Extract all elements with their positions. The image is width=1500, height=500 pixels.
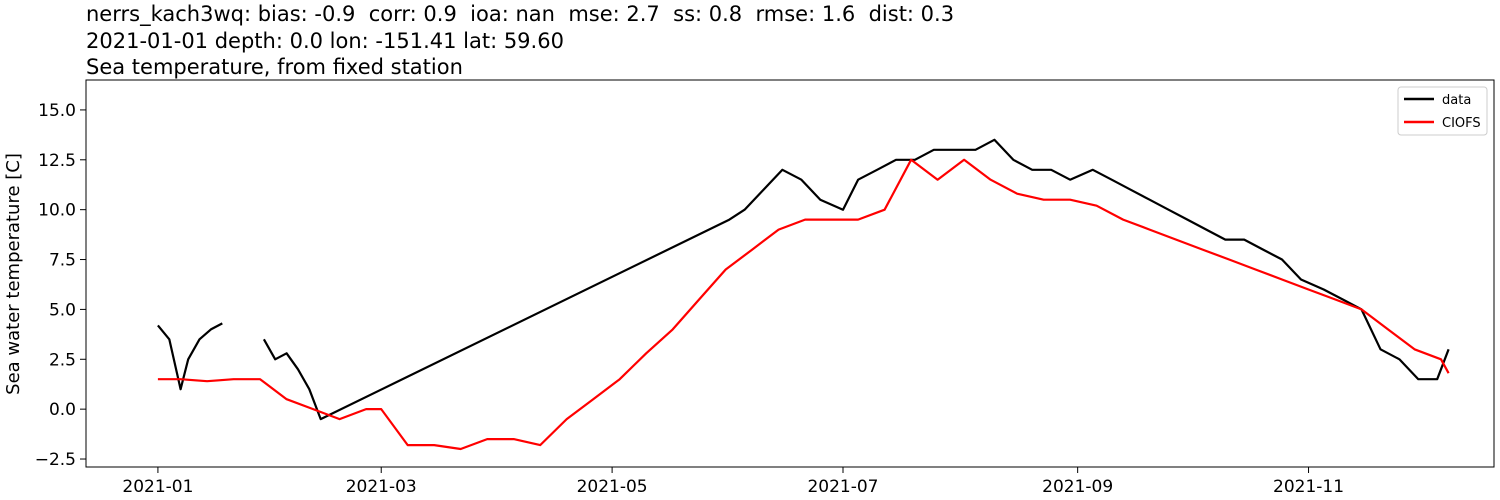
x-tick-label: 2021-01 bbox=[122, 477, 193, 497]
x-tick-label: 2021-07 bbox=[807, 477, 878, 497]
chart-title-line-2: 2021-01-01 depth: 0.0 lon: -151.41 lat: … bbox=[86, 29, 564, 53]
series-line-data bbox=[157, 322, 223, 391]
y-tick-label: 5.0 bbox=[49, 300, 76, 320]
x-tick-label: 2021-05 bbox=[577, 477, 648, 497]
chart-title-line-1: nerrs_kach3wq: bias: -0.9 corr: 0.9 ioa:… bbox=[86, 2, 955, 26]
y-tick-label: 2.5 bbox=[49, 350, 76, 370]
chart-title-line-3: Sea temperature, from fixed station bbox=[86, 55, 463, 79]
y-tick-label: 0.0 bbox=[49, 400, 76, 420]
x-tick-label: 2021-03 bbox=[346, 477, 417, 497]
legend: data CIOFS bbox=[1397, 86, 1488, 136]
series-line-ciofs bbox=[157, 158, 1450, 451]
x-axis: 2021-01 2021-03 2021-05 2021-07 2021-09 2021-… bbox=[122, 467, 1344, 497]
x-tick-label: 2021-11 bbox=[1273, 477, 1344, 497]
y-tick-label: 12.5 bbox=[38, 151, 76, 171]
x-tick-label: 2021-09 bbox=[1042, 477, 1113, 497]
y-tick-label: 10.0 bbox=[38, 201, 76, 221]
legend-label-ciofs: CIOFS bbox=[1442, 116, 1481, 131]
series-layer bbox=[157, 138, 1450, 451]
y-axis: −2.5 0.0 2.5 5.0 7.5 10.0 12.5 15.0 bbox=[35, 101, 86, 470]
series-line-data bbox=[262, 138, 1450, 421]
y-tick-label: 7.5 bbox=[49, 251, 76, 271]
y-axis-label: Sea water temperature [C] bbox=[3, 153, 24, 395]
y-tick-label: −2.5 bbox=[35, 450, 76, 470]
axes-frame bbox=[85, 79, 1495, 468]
legend-label-data: data bbox=[1442, 93, 1471, 108]
y-tick-label: 15.0 bbox=[38, 101, 76, 121]
